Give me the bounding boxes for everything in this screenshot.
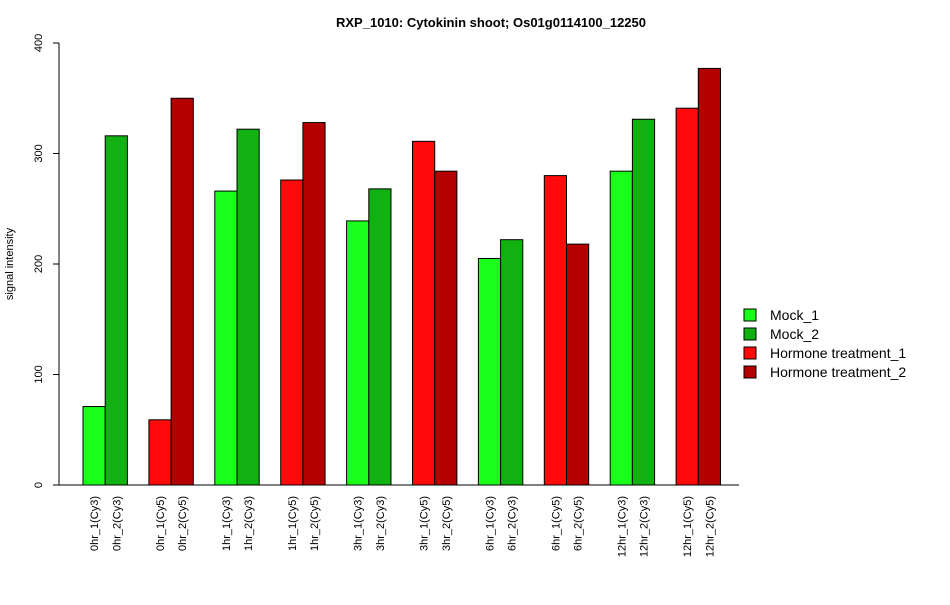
legend-label: Hormone treatment_2	[770, 364, 906, 380]
legend: Mock_1 Mock_2 Hormone treatment_1 Hormone t…	[743, 307, 906, 380]
legend-swatch	[743, 346, 757, 360]
bar	[500, 239, 524, 486]
bar	[368, 188, 392, 486]
bar	[236, 128, 260, 486]
x-tick-label: 0hr_2(Cy3)	[111, 496, 123, 551]
bar	[434, 170, 458, 486]
bar	[412, 140, 436, 486]
x-tick-label: 3hr_1(Cy3)	[353, 496, 365, 551]
bars-group	[82, 67, 721, 486]
bar	[609, 170, 633, 486]
bar	[302, 122, 326, 486]
bar	[104, 135, 128, 486]
y-tick-label: 200	[33, 255, 45, 273]
x-tick-label: 3hr_2(Cy3)	[375, 496, 387, 551]
x-tick-label: 3hr_2(Cy5)	[441, 496, 453, 551]
bar	[170, 97, 194, 486]
x-tick-label: 1hr_2(Cy5)	[309, 496, 321, 551]
x-tick-label: 12hr_1(Cy5)	[682, 496, 694, 557]
x-tick-label: 12hr_2(Cy3)	[639, 496, 651, 557]
y-tick-label: 0	[33, 482, 45, 488]
bar	[697, 67, 721, 486]
y-tick-label: 100	[33, 365, 45, 383]
y-axis-label: signal intensity	[4, 227, 16, 300]
x-tick-label: 1hr_2(Cy3)	[243, 496, 255, 551]
bar	[543, 175, 567, 486]
bar	[280, 179, 304, 486]
legend-label: Mock_1	[770, 307, 819, 323]
x-tick-label: 6hr_2(Cy5)	[573, 496, 585, 551]
x-tick-label: 3hr_1(Cy5)	[419, 496, 431, 551]
legend-swatch	[743, 308, 757, 322]
chart-title: RXP_1010: Cytokinin shoot; Os01g0114100_…	[336, 15, 646, 30]
bar	[214, 190, 238, 486]
x-tick-label: 6hr_1(Cy3)	[485, 496, 497, 551]
legend-label: Mock_2	[770, 326, 819, 342]
x-tick-label: 0hr_2(Cy5)	[177, 496, 189, 551]
x-tick-label: 0hr_1(Cy5)	[155, 496, 167, 551]
bar	[631, 118, 656, 486]
x-tick-label: 6hr_1(Cy5)	[550, 496, 562, 551]
bar	[477, 257, 502, 486]
x-tick-label: 1hr_1(Cy3)	[221, 496, 233, 551]
bar	[148, 419, 172, 486]
x-tick-label: 6hr_2(Cy3)	[507, 496, 519, 551]
x-tick-label: 12hr_2(Cy5)	[704, 496, 716, 557]
bar	[82, 406, 106, 486]
x-tick-label: 0hr_1(Cy3)	[89, 496, 101, 551]
legend-label: Hormone treatment_1	[770, 345, 906, 361]
y-tick-label: 300	[33, 144, 45, 162]
x-tick-labels: 0hr_1(Cy3) 0hr_2(Cy3) 0hr_1(Cy5) 0hr_2(Cy5)…	[89, 496, 716, 557]
bar	[346, 220, 370, 486]
legend-swatch	[743, 365, 757, 379]
legend-swatch	[743, 327, 757, 341]
x-tick-label: 12hr_1(Cy3)	[616, 496, 628, 557]
y-tick-label: 400	[33, 34, 45, 52]
x-tick-label: 1hr_1(Cy5)	[287, 496, 299, 551]
bar	[566, 243, 590, 486]
bar	[675, 107, 699, 486]
